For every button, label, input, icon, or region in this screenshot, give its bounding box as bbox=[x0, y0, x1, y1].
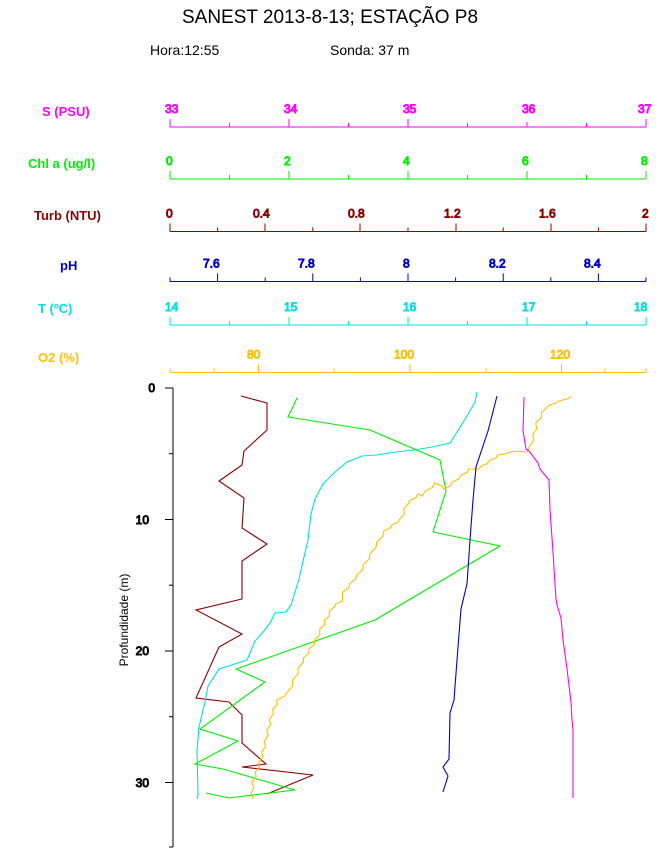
svg-text:30: 30 bbox=[136, 776, 150, 790]
svg-text:10: 10 bbox=[136, 513, 150, 527]
svg-text:0: 0 bbox=[148, 381, 155, 395]
svg-text:Profundidade (m): Profundidade (m) bbox=[117, 574, 131, 667]
svg-text:20: 20 bbox=[136, 644, 150, 658]
